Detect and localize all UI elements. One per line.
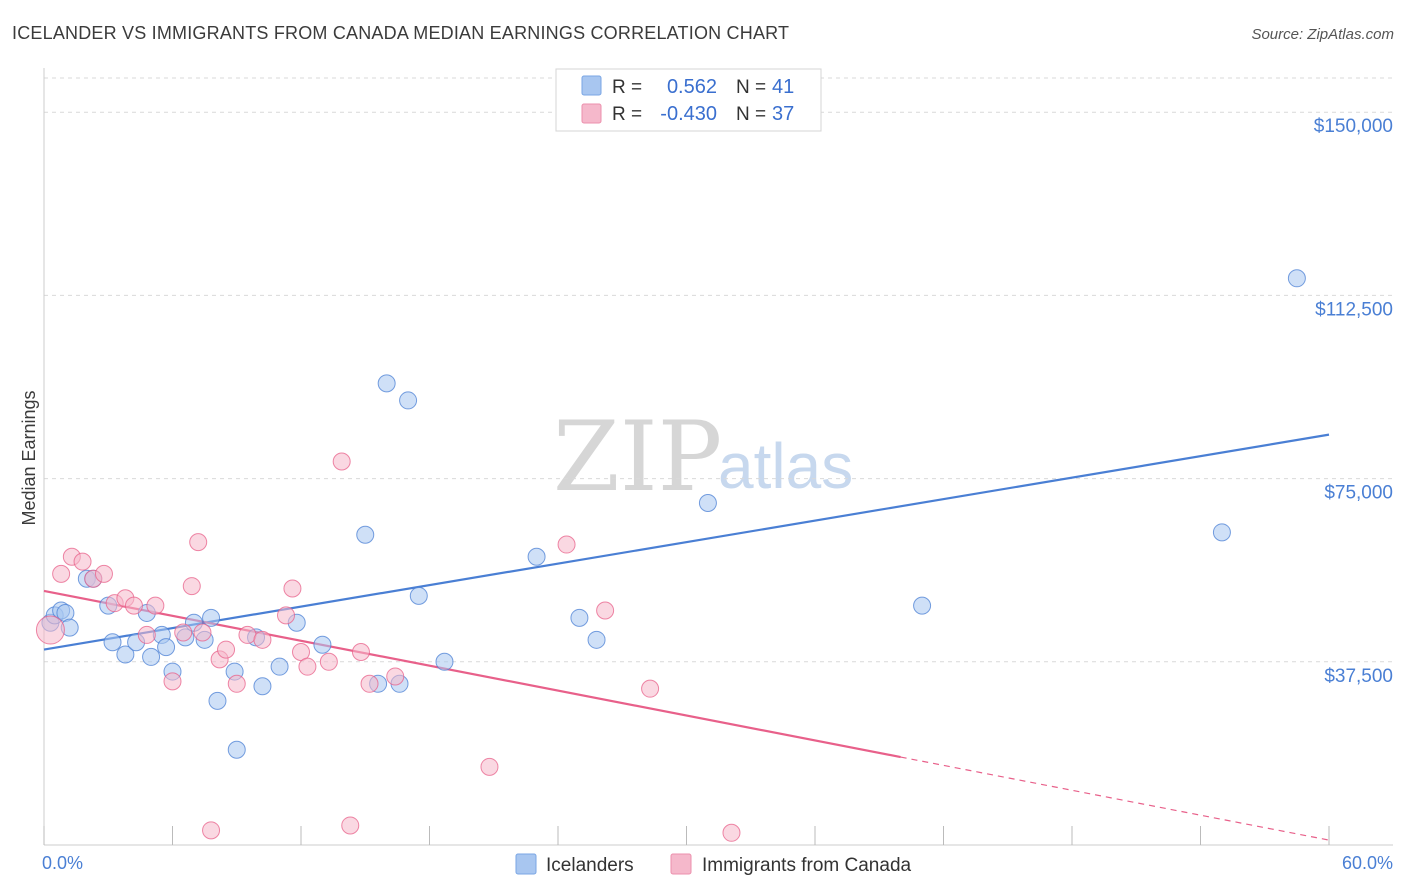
point-immigrants-canada [722, 823, 741, 842]
point-icelanders [435, 652, 454, 671]
x-axis-ticks [43, 826, 1330, 845]
gridlines [44, 77, 1393, 663]
point-immigrants-canada [319, 652, 338, 671]
point-immigrants-canada [124, 596, 143, 615]
point-immigrants-canada [332, 452, 351, 471]
point-icelanders [356, 525, 375, 544]
point-icelanders [1287, 269, 1306, 288]
point-immigrants-canada [35, 615, 65, 645]
point-immigrants-canada [137, 625, 156, 644]
watermark-zip: ZIP [553, 401, 722, 513]
point-icelanders [1212, 523, 1231, 542]
point-icelanders [913, 596, 932, 615]
y-tick-label: $75,000 [1324, 483, 1393, 504]
legend-r-value-2: -0.430 [660, 103, 717, 125]
point-icelanders [409, 586, 428, 605]
point-immigrants-canada [557, 535, 576, 554]
legend-n-value-2: 37 [772, 103, 794, 125]
point-immigrants-canada [298, 657, 317, 676]
point-icelanders [103, 633, 122, 652]
x-tick-label-min: 0.0% [42, 853, 83, 873]
point-icelanders [570, 608, 589, 627]
point-immigrants-canada [52, 564, 71, 583]
point-icelanders [399, 391, 418, 410]
point-immigrants-canada [202, 821, 221, 840]
point-immigrants-canada [189, 533, 208, 552]
y-axis-tick-labels: $37,500 $75,000 $112,500 $150,000 [1314, 116, 1393, 687]
point-icelanders [157, 638, 176, 657]
chart-title: ICELANDER VS IMMIGRANTS FROM CANADA MEDI… [12, 23, 789, 43]
point-immigrants-canada [283, 579, 302, 598]
bottom-legend-swatch-icelanders [515, 853, 537, 875]
point-icelanders [270, 657, 289, 676]
legend-n-label-2: N = [736, 104, 766, 125]
legend-n-value-1: 41 [772, 76, 794, 98]
point-immigrants-canada [238, 625, 257, 644]
point-icelanders [227, 740, 246, 759]
point-immigrants-canada [253, 630, 272, 649]
legend-r-value-1: 0.562 [667, 76, 717, 98]
bottom-legend-swatch-immigrants-canada [670, 853, 692, 875]
point-immigrants-canada [174, 623, 193, 642]
point-immigrants-canada [227, 674, 246, 693]
point-immigrants-canada [217, 640, 236, 659]
point-immigrants-canada [351, 643, 370, 662]
point-icelanders [377, 374, 396, 393]
point-icelanders [202, 608, 221, 627]
watermark: ZIP atlas [553, 401, 853, 513]
legend-r-label-2: R = [612, 104, 642, 125]
y-tick-label: $37,500 [1324, 666, 1393, 687]
data-points [35, 269, 1306, 842]
point-immigrants-canada [277, 606, 296, 625]
point-icelanders [253, 677, 272, 696]
y-tick-label: $150,000 [1314, 116, 1393, 137]
trend-line-extension [900, 756, 1330, 841]
watermark-atlas: atlas [718, 430, 853, 502]
point-immigrants-canada [193, 623, 212, 642]
point-immigrants-canada [341, 816, 360, 835]
chart-source: Source: ZipAtlas.com [1251, 26, 1394, 43]
point-icelanders [587, 630, 606, 649]
legend-swatch-immigrants-canada [581, 103, 602, 124]
x-tick-label-max: 60.0% [1342, 853, 1393, 873]
legend-n-label-1: N = [736, 77, 766, 98]
point-immigrants-canada [360, 674, 379, 693]
bottom-legend-label-icelanders: Icelanders [546, 855, 634, 876]
point-immigrants-canada [146, 596, 165, 615]
point-immigrants-canada [182, 577, 201, 596]
bottom-legend-label-immigrants-canada: Immigrants from Canada [702, 855, 912, 876]
point-immigrants-canada [641, 679, 660, 698]
point-immigrants-canada [163, 672, 182, 691]
legend: R = 0.562 N = 41 R = -0.430 N = 37 [555, 68, 822, 132]
point-icelanders [116, 645, 135, 664]
y-axis-label: Median Earnings [19, 390, 39, 525]
point-icelanders [142, 647, 161, 666]
point-icelanders [527, 547, 546, 566]
point-icelanders [313, 635, 332, 654]
point-immigrants-canada [596, 601, 615, 620]
bottom-legend: Icelanders Immigrants from Canada [515, 853, 912, 876]
legend-r-label-1: R = [612, 77, 642, 98]
point-immigrants-canada [94, 564, 113, 583]
trend-line-icelanders [43, 433, 1330, 651]
point-immigrants-canada [73, 552, 92, 571]
point-icelanders [698, 494, 717, 513]
legend-swatch-icelanders [581, 75, 602, 96]
point-icelanders [208, 691, 227, 710]
y-tick-label: $112,500 [1315, 299, 1393, 320]
point-immigrants-canada [386, 667, 405, 686]
point-immigrants-canada [480, 757, 499, 776]
